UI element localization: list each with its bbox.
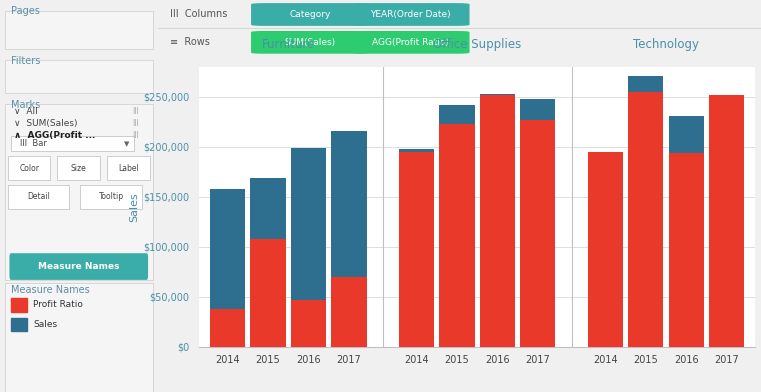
- Text: Size: Size: [71, 164, 87, 172]
- Bar: [291, 300, 326, 347]
- Text: Profit Ratio: Profit Ratio: [33, 301, 83, 309]
- FancyBboxPatch shape: [8, 185, 69, 209]
- Bar: [331, 277, 367, 347]
- Text: lll: lll: [132, 131, 139, 140]
- Bar: [11, 318, 27, 331]
- Text: AGG(Profit Ratio): AGG(Profit Ratio): [372, 38, 449, 47]
- Bar: [709, 102, 744, 347]
- FancyBboxPatch shape: [5, 104, 153, 280]
- Bar: [210, 189, 245, 347]
- Bar: [250, 239, 286, 347]
- Bar: [250, 178, 286, 347]
- Text: Measure Names: Measure Names: [11, 285, 90, 296]
- Text: Furniture: Furniture: [262, 38, 315, 51]
- Text: SUM(Sales): SUM(Sales): [285, 38, 336, 47]
- FancyBboxPatch shape: [58, 156, 100, 180]
- FancyBboxPatch shape: [251, 31, 369, 54]
- Bar: [439, 124, 475, 347]
- Bar: [587, 185, 623, 347]
- Y-axis label: Sales: Sales: [129, 192, 139, 221]
- Bar: [628, 92, 664, 347]
- Text: Label: Label: [118, 164, 139, 172]
- Text: Color: Color: [19, 164, 39, 172]
- FancyBboxPatch shape: [81, 185, 142, 209]
- FancyBboxPatch shape: [5, 283, 153, 392]
- Text: ∧  AGG(Profit ...: ∧ AGG(Profit ...: [14, 131, 96, 140]
- FancyBboxPatch shape: [352, 3, 470, 26]
- Bar: [521, 100, 556, 347]
- Text: Measure Names: Measure Names: [38, 262, 119, 271]
- Text: lll: lll: [132, 107, 139, 116]
- Bar: [709, 95, 744, 347]
- Bar: [210, 309, 245, 347]
- FancyBboxPatch shape: [107, 156, 150, 180]
- Text: ▼: ▼: [124, 141, 129, 147]
- Bar: [668, 116, 704, 347]
- FancyBboxPatch shape: [8, 156, 50, 180]
- FancyBboxPatch shape: [11, 136, 134, 151]
- Bar: [331, 131, 367, 347]
- FancyBboxPatch shape: [251, 3, 369, 26]
- Bar: [587, 152, 623, 347]
- Text: Category: Category: [289, 10, 330, 19]
- Text: Detail: Detail: [27, 192, 50, 201]
- FancyBboxPatch shape: [5, 60, 153, 93]
- Bar: [11, 298, 27, 312]
- Bar: [479, 94, 515, 347]
- FancyBboxPatch shape: [352, 31, 470, 54]
- Text: ≡  Rows: ≡ Rows: [170, 37, 209, 47]
- Text: lll  Bar: lll Bar: [21, 140, 47, 148]
- Text: Office Supplies: Office Supplies: [433, 38, 521, 51]
- Text: III  Columns: III Columns: [170, 9, 227, 19]
- Text: Technology: Technology: [633, 38, 699, 51]
- Bar: [668, 153, 704, 347]
- Bar: [399, 149, 434, 347]
- Bar: [291, 148, 326, 347]
- Bar: [399, 152, 434, 347]
- Text: YEAR(Order Date): YEAR(Order Date): [371, 10, 451, 19]
- FancyBboxPatch shape: [5, 11, 153, 49]
- Text: Marks: Marks: [11, 100, 40, 110]
- FancyBboxPatch shape: [9, 253, 148, 280]
- Bar: [479, 95, 515, 347]
- Text: ∨  SUM(Sales): ∨ SUM(Sales): [14, 119, 78, 128]
- Text: Pages: Pages: [11, 6, 40, 16]
- Bar: [521, 120, 556, 347]
- Text: Filters: Filters: [11, 56, 40, 66]
- Bar: [439, 105, 475, 347]
- Text: lll: lll: [132, 119, 139, 128]
- Text: Tooltip: Tooltip: [98, 192, 123, 201]
- Text: Sales: Sales: [33, 320, 57, 329]
- Text: ∨  All: ∨ All: [14, 107, 38, 116]
- Bar: [628, 76, 664, 347]
